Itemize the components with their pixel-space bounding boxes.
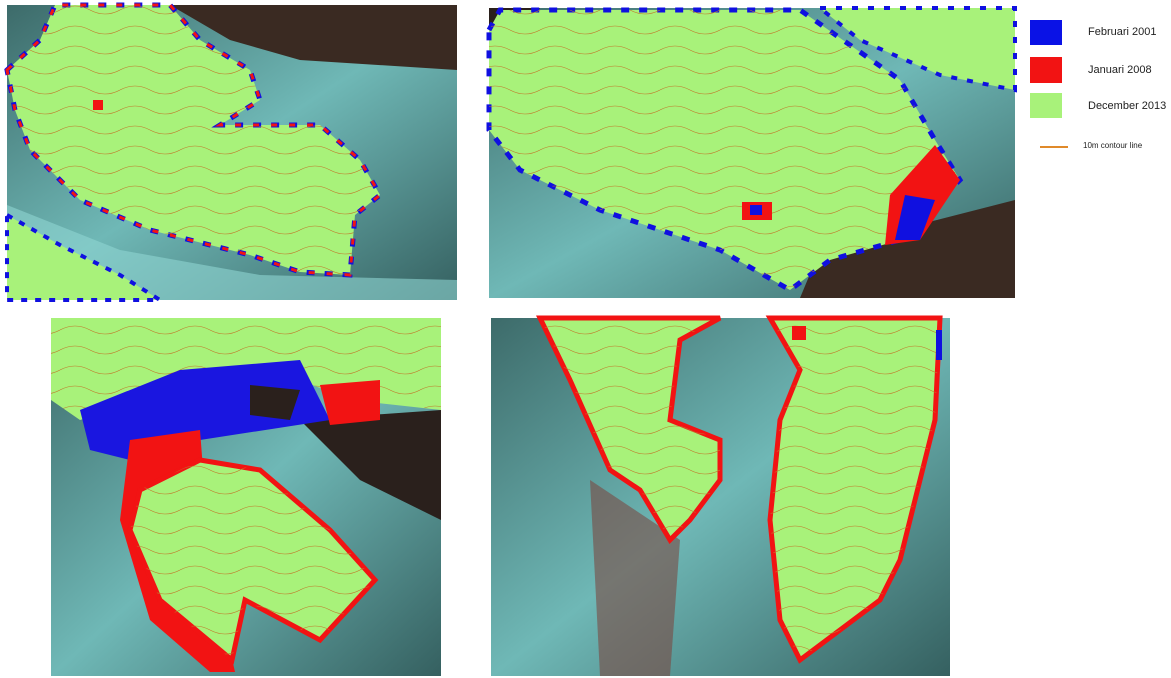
legend-swatch	[1030, 57, 1062, 83]
legend-swatch	[1030, 20, 1062, 45]
map-panel	[51, 318, 441, 676]
map-panel	[7, 5, 457, 300]
legend: Februari 2001 Januari 2008 December 2013…	[1030, 20, 1166, 150]
legend-label: December 2013	[1088, 100, 1166, 112]
map-panel	[489, 8, 1015, 298]
figure: Februari 2001 Januari 2008 December 2013…	[0, 0, 1171, 678]
legend-label: Januari 2008	[1088, 64, 1152, 76]
legend-swatch	[1030, 93, 1062, 118]
legend-label: 10m contour line	[1083, 141, 1143, 150]
map-panel	[491, 318, 950, 676]
legend-label: Februari 2001	[1088, 26, 1157, 38]
